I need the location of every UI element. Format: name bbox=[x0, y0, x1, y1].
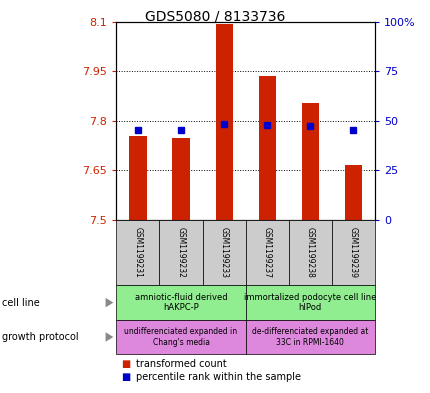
Text: ■: ■ bbox=[120, 372, 129, 382]
Bar bbox=[215, 24, 232, 220]
Text: GSM1199233: GSM1199233 bbox=[219, 227, 228, 278]
Text: GSM1199232: GSM1199232 bbox=[176, 227, 185, 278]
Text: percentile rank within the sample: percentile rank within the sample bbox=[135, 372, 300, 382]
Text: growth protocol: growth protocol bbox=[2, 332, 79, 342]
Text: cell line: cell line bbox=[2, 298, 40, 308]
Text: undifferenciated expanded in
Chang's media: undifferenciated expanded in Chang's med… bbox=[124, 327, 237, 347]
Text: GSM1199239: GSM1199239 bbox=[348, 227, 357, 278]
Text: GSM1199238: GSM1199238 bbox=[305, 227, 314, 278]
Text: GSM1199237: GSM1199237 bbox=[262, 227, 271, 278]
Bar bbox=[129, 136, 146, 220]
Text: immortalized podocyte cell line
hIPod: immortalized podocyte cell line hIPod bbox=[243, 293, 376, 312]
Text: de-differenciated expanded at
33C in RPMI-1640: de-differenciated expanded at 33C in RPM… bbox=[252, 327, 368, 347]
Text: GSM1199231: GSM1199231 bbox=[133, 227, 142, 278]
Text: ■: ■ bbox=[120, 359, 129, 369]
Bar bbox=[344, 165, 361, 220]
Bar bbox=[301, 103, 318, 220]
Text: GDS5080 / 8133736: GDS5080 / 8133736 bbox=[145, 10, 285, 24]
Bar bbox=[258, 76, 275, 220]
Text: amniotic-fluid derived
hAKPC-P: amniotic-fluid derived hAKPC-P bbox=[135, 293, 227, 312]
Text: transformed count: transformed count bbox=[135, 359, 226, 369]
Bar bbox=[172, 138, 189, 220]
